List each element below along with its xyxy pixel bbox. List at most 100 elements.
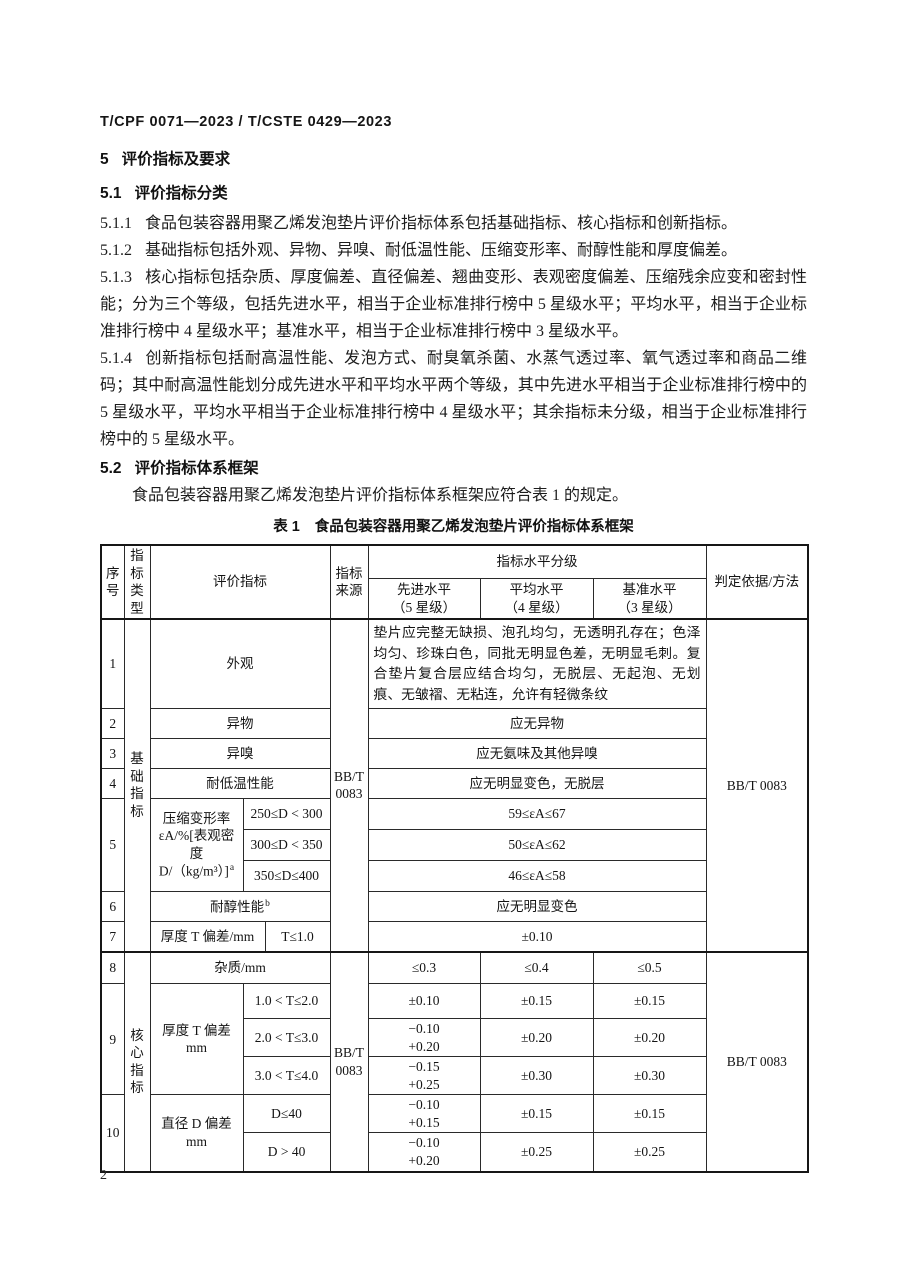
indicator-name-cell: 厚度 T 偏差 mm: [149, 983, 244, 1096]
clause-title: 评价指标及要求: [121, 151, 231, 168]
table-header-row: 序 号 指标 类型 评价指标 指标 来源 指标水平分级 判定依据/方法: [100, 544, 809, 620]
basis-core-cell: BB/T 0083: [705, 950, 809, 1173]
condition-cell: 350≤D≤400: [242, 860, 331, 893]
table-row: D > 40 −0.10 +0.20 ±0.25 ±0.25: [101, 1132, 808, 1173]
seq-cell: 2: [100, 708, 125, 740]
seq-cell: 9: [100, 983, 125, 1096]
indicator-name-cell: 耐醇性能b: [149, 891, 331, 923]
grade-advanced-cell: −0.10 +0.15: [367, 1094, 481, 1134]
seq-cell: 8: [100, 950, 125, 985]
table-row: 4 耐低温性能 应无明显变色，无脱层: [100, 768, 808, 800]
indicator-name: 耐醇性能: [210, 899, 265, 915]
clause-number: 5.1: [100, 185, 122, 202]
condition-cell: D≤40: [242, 1094, 331, 1134]
header-grading: 指标水平分级: [367, 544, 707, 580]
header-category: 指标 类型: [123, 544, 151, 620]
grade-baseline-cell: ±0.30: [592, 1056, 707, 1096]
section-5-2-heading: 5.2 评价指标体系框架: [100, 459, 807, 479]
table-row: 9 厚度 T 偏差 mm 1.0 < T≤2.0 ±0.10 ±0.15 ±0.…: [100, 983, 808, 1096]
header-advanced-level: 先进水平 （5 星级）: [367, 578, 481, 620]
grade-baseline-cell: ±0.15: [592, 983, 707, 1020]
footnote-b-marker: b: [265, 898, 270, 909]
clause-number: 5.1.3: [100, 269, 132, 286]
clause-number: 5.1.2: [100, 242, 132, 259]
grade-advanced-cell: −0.10 +0.20: [367, 1132, 481, 1173]
grade-baseline-cell: ≤0.5: [592, 950, 707, 985]
indicator-name-cell: 外观: [149, 618, 331, 710]
grade-advanced-cell: −0.10 +0.20: [367, 1018, 481, 1058]
indicator-name-cell: 异物: [149, 708, 331, 740]
requirement-cell: 50≤εA≤62: [367, 829, 707, 862]
clause-5-1-2: 5.1.2 基础指标包括外观、异物、异嗅、耐低温性能、压缩变形率、耐醇性能和厚度偏…: [100, 237, 807, 264]
grade-average-cell: ±0.15: [479, 1094, 594, 1134]
grade-average-cell: ±0.30: [479, 1056, 594, 1096]
table-row: 1 基础 指标 外观 BB/T 0083 垫片应完整无缺损、泡孔均匀，无透明孔存…: [100, 618, 809, 953]
header-source: 指标 来源: [329, 544, 369, 620]
clause-text: 核心指标包括杂质、厚度偏差、直径偏差、翘曲变形、表观密度偏差、压缩残余应变和密封…: [100, 269, 807, 340]
condition-cell: 3.0 < T≤4.0: [242, 1056, 331, 1096]
table-row: 10 直径 D 偏差 mm D≤40 −0.10 +0.15 ±0.15 ±0.…: [100, 1094, 808, 1173]
table-row: 3.0 < T≤4.0 −0.15 +0.25 ±0.30 ±0.30: [101, 1056, 808, 1096]
seq-cell: 4: [100, 768, 125, 800]
table-row: 300≤D < 350 50≤εA≤62: [101, 829, 808, 862]
grade-average-cell: ±0.25: [479, 1132, 594, 1173]
table-row: 2 异物 应无异物: [100, 708, 808, 740]
page-number: 2: [100, 1168, 107, 1183]
source-basic-cell: BB/T 0083: [329, 618, 369, 953]
table-row: 3 异嗅 应无氨味及其他异嗅: [100, 738, 808, 770]
clause-text: 食品包装容器用聚乙烯发泡垫片评价指标体系包括基础指标、核心指标和创新指标。: [145, 215, 738, 232]
indicator-name-cell: 压缩变形率 εA/%[表观密度 D/（kg/m³）]a: [149, 798, 244, 893]
requirement-cell: 应无明显变色，无脱层: [367, 768, 707, 800]
condition-cell: 250≤D < 300: [242, 798, 331, 831]
grade-advanced-cell: ±0.10: [367, 983, 481, 1020]
section-5-heading: 5 评价指标及要求: [100, 150, 807, 170]
clause-5-1-1: 5.1.1 食品包装容器用聚乙烯发泡垫片评价指标体系包括基础指标、核心指标和创新指…: [100, 210, 807, 237]
seq-cell: 10: [100, 1094, 125, 1173]
indicator-name-cell: 杂质/mm: [149, 950, 331, 985]
clause-paragraphs: 5.1.1 食品包装容器用聚乙烯发泡垫片评价指标体系包括基础指标、核心指标和创新指…: [100, 210, 807, 453]
grade-average-cell: ±0.20: [479, 1018, 594, 1058]
condition-cell: 1.0 < T≤2.0: [242, 983, 331, 1020]
clause-number: 5.1.1: [100, 215, 132, 232]
table-row: 5 压缩变形率 εA/%[表观密度 D/（kg/m³）]a 250≤D < 30…: [100, 798, 808, 893]
seq-cell: 5: [100, 798, 125, 893]
condition-cell: T≤1.0: [264, 921, 331, 953]
requirement-cell: 垫片应完整无缺损、泡孔均匀，无透明孔存在；色泽均匀、珍珠白色，同批无明显色差，无…: [367, 618, 707, 710]
indicator-name-cell: 耐低温性能: [149, 768, 331, 800]
table-row: 8 核心 指标 杂质/mm BB/T 0083 ≤0.3 ≤0.4 ≤0.5 B…: [100, 950, 809, 1173]
clause-text: 创新指标包括耐高温性能、发泡方式、耐臭氧杀菌、水蒸气透过率、氧气透过率和商品二维…: [100, 350, 807, 448]
table-row: 2.0 < T≤3.0 −0.10 +0.20 ±0.20 ±0.20: [101, 1018, 808, 1058]
condition-cell: 2.0 < T≤3.0: [242, 1018, 331, 1058]
requirement-cell: 应无明显变色: [367, 891, 707, 923]
grade-baseline-cell: ±0.15: [592, 1094, 707, 1134]
clause-5-1-4: 5.1.4 创新指标包括耐高温性能、发泡方式、耐臭氧杀菌、水蒸气透过率、氧气透过率…: [100, 345, 807, 453]
doc-number: T/CPF 0071—2023 / T/CSTE 0429—2023: [100, 114, 393, 130]
requirement-cell: 46≤εA≤58: [367, 860, 707, 893]
table-row: 6 耐醇性能b 应无明显变色: [100, 891, 808, 923]
table-caption: 表 1 食品包装容器用聚乙烯发泡垫片评价指标体系框架: [100, 517, 807, 537]
requirement-cell: 应无异物: [367, 708, 707, 740]
indicator-name: 压缩变形率 εA/%[表观密度 D/（kg/m³）]: [158, 810, 235, 879]
basis-basic-cell: BB/T 0083: [705, 618, 809, 953]
indicator-name-cell: 厚度 T 偏差/mm: [149, 921, 266, 953]
grade-baseline-cell: ±0.20: [592, 1018, 707, 1058]
evaluation-framework-table: 序 号 指标 类型 评价指标 指标 来源 指标水平分级 判定依据/方法 先进水平…: [100, 544, 810, 1173]
header-seq: 序 号: [100, 544, 125, 620]
indicator-name-cell: 异嗅: [149, 738, 331, 770]
page-content: T/CPF 0071—2023 / T/CSTE 0429—2023 5 评价指…: [100, 112, 810, 1173]
grade-average-cell: ≤0.4: [479, 950, 594, 985]
clause-number: 5: [100, 151, 109, 168]
header-baseline-level: 基准水平 （3 星级）: [592, 578, 707, 620]
grade-average-cell: ±0.15: [479, 983, 594, 1020]
category-basic-cell: 基础 指标: [123, 618, 151, 953]
seq-cell: 3: [100, 738, 125, 770]
footnote-a-marker: a: [229, 863, 235, 874]
table-caption-number: 表 1: [273, 519, 300, 535]
condition-cell: D > 40: [242, 1132, 331, 1173]
header-average-level: 平均水平 （4 星级）: [479, 578, 594, 620]
requirement-cell: 应无氨味及其他异嗅: [367, 738, 707, 770]
clause-5-2-text: 食品包装容器用聚乙烯发泡垫片评价指标体系框架应符合表 1 的规定。: [132, 487, 629, 504]
table-row: 7 厚度 T 偏差/mm T≤1.0 ±0.10: [100, 921, 808, 953]
category-core-cell: 核心 指标: [123, 950, 151, 1173]
